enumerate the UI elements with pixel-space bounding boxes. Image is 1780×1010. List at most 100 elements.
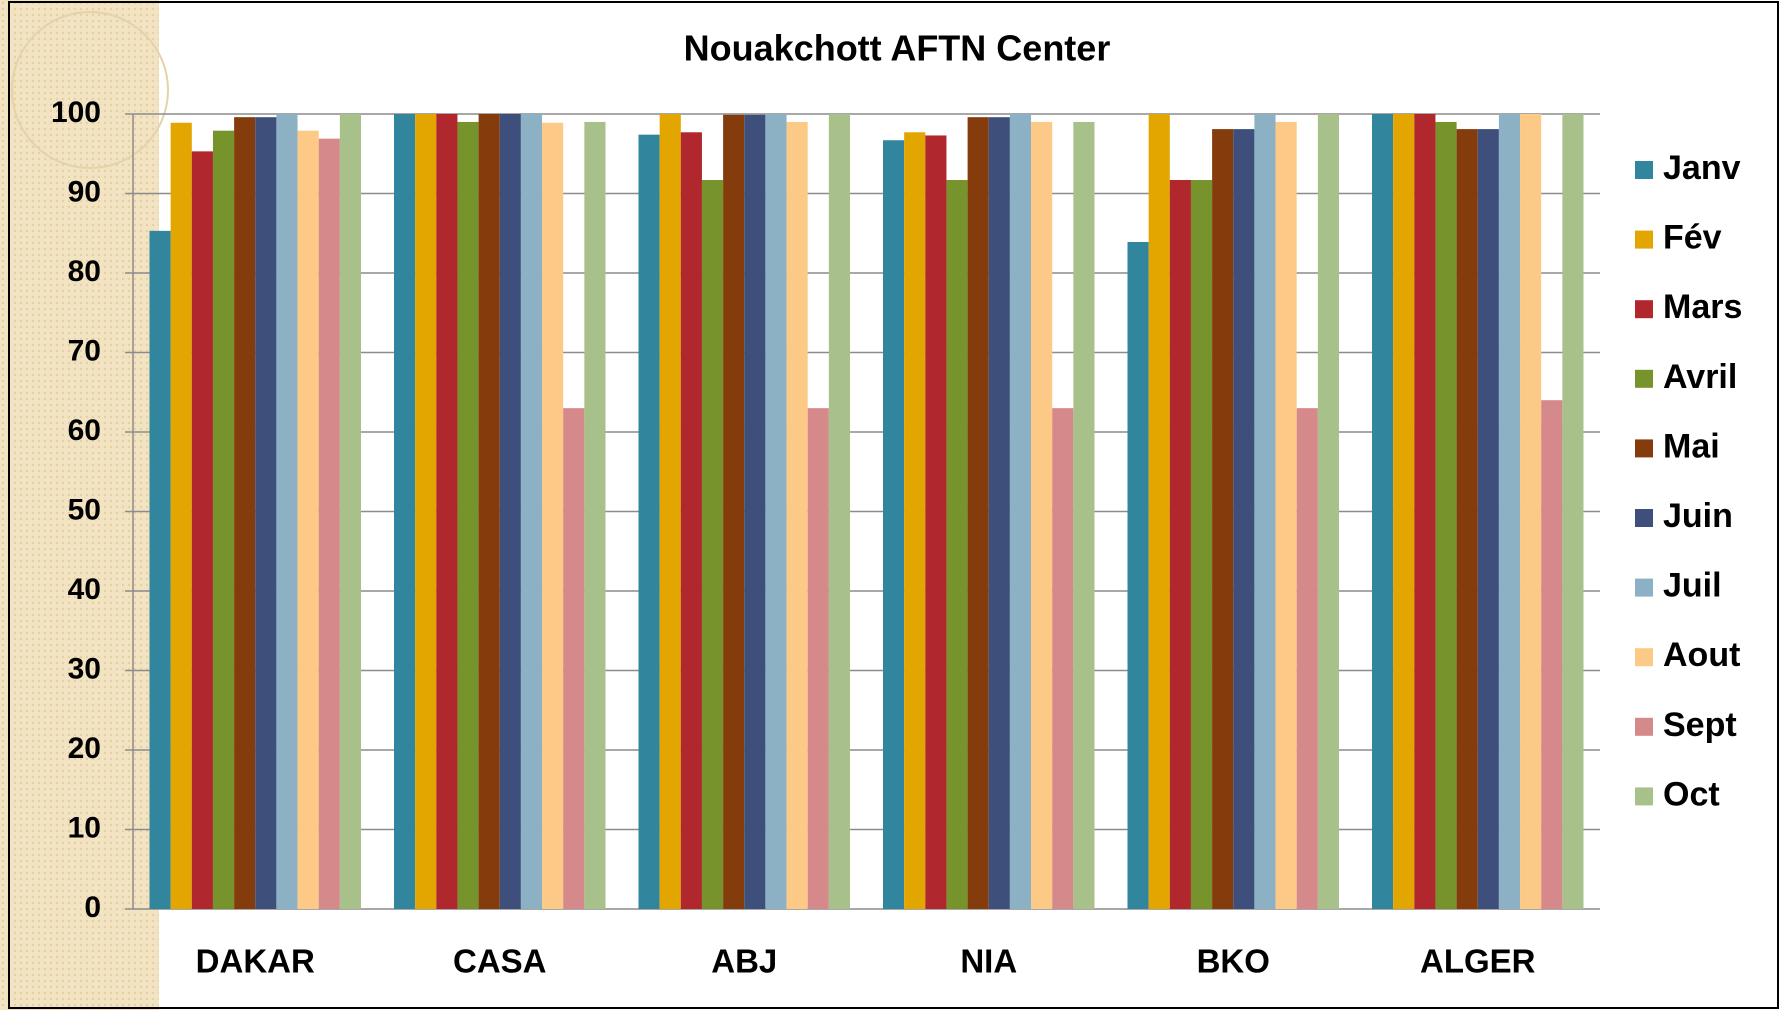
bar bbox=[1148, 114, 1170, 909]
bar bbox=[1372, 114, 1394, 909]
legend-label: Juin bbox=[1663, 497, 1733, 535]
bar bbox=[701, 179, 724, 910]
legend-swatch bbox=[1635, 161, 1653, 179]
bar bbox=[255, 117, 277, 910]
bar bbox=[542, 122, 564, 910]
bar bbox=[723, 114, 745, 910]
legend-swatch bbox=[1635, 648, 1653, 667]
legend-label: Mars bbox=[1663, 288, 1742, 326]
bar bbox=[1052, 408, 1074, 909]
bar bbox=[1254, 114, 1276, 909]
legend-swatch bbox=[1635, 787, 1653, 806]
bar bbox=[1393, 114, 1415, 909]
legend-swatch bbox=[1635, 717, 1653, 736]
bar bbox=[457, 121, 479, 909]
bar bbox=[638, 134, 660, 910]
legend-label: Mai bbox=[1663, 427, 1720, 465]
bar bbox=[1541, 400, 1563, 909]
bar bbox=[149, 230, 171, 910]
bar bbox=[744, 114, 766, 910]
y-tick-label: 60 bbox=[68, 414, 101, 447]
bar bbox=[1031, 121, 1053, 909]
legend-label: Avril bbox=[1663, 358, 1737, 396]
y-tick-label: 90 bbox=[68, 175, 101, 208]
y-tick-label: 0 bbox=[84, 891, 101, 924]
bar bbox=[415, 114, 437, 909]
bar bbox=[967, 117, 989, 910]
y-tick-label: 70 bbox=[68, 334, 101, 367]
bar bbox=[1477, 129, 1499, 910]
bar bbox=[1275, 121, 1297, 909]
bar bbox=[988, 117, 1010, 910]
legend-swatch bbox=[1635, 369, 1653, 388]
frame bbox=[8, 1, 1779, 1009]
bar bbox=[584, 121, 606, 909]
bar bbox=[1317, 114, 1339, 909]
x-tick-label: ABJ bbox=[711, 943, 777, 980]
legend-label: Fév bbox=[1663, 219, 1722, 257]
bar bbox=[883, 140, 905, 910]
legend-swatch bbox=[1635, 439, 1653, 458]
bar bbox=[659, 114, 681, 909]
bar bbox=[394, 114, 416, 909]
y-tick-label: 20 bbox=[68, 732, 101, 765]
bar bbox=[297, 130, 319, 909]
y-tick-label: 80 bbox=[68, 255, 101, 288]
bar bbox=[1169, 179, 1191, 910]
bar bbox=[339, 114, 361, 909]
bar bbox=[1435, 121, 1457, 909]
legend-label: Oct bbox=[1663, 775, 1720, 813]
bar bbox=[1414, 114, 1436, 909]
bar bbox=[1520, 114, 1542, 909]
bar bbox=[191, 151, 213, 910]
bar bbox=[1233, 129, 1255, 910]
bar bbox=[276, 114, 298, 909]
bar bbox=[828, 114, 850, 909]
legend-label: Janv bbox=[1663, 149, 1741, 187]
bar bbox=[765, 114, 787, 909]
bar bbox=[234, 117, 256, 910]
bar bbox=[1073, 121, 1095, 909]
legend-swatch bbox=[1635, 230, 1653, 249]
chart-title: Nouakchott AFTN Center bbox=[684, 28, 1111, 69]
legend-swatch bbox=[1635, 578, 1653, 597]
bar bbox=[925, 135, 947, 910]
bar bbox=[1296, 408, 1318, 909]
bar bbox=[170, 122, 192, 910]
bar bbox=[499, 114, 521, 909]
legend-label: Juil bbox=[1663, 567, 1722, 605]
bar bbox=[520, 114, 543, 909]
bar bbox=[1212, 129, 1234, 910]
bar bbox=[946, 179, 968, 910]
y-tick-label: 100 bbox=[51, 96, 101, 129]
legend-swatch bbox=[1635, 300, 1653, 319]
bar bbox=[318, 138, 340, 909]
y-tick-label: 10 bbox=[68, 811, 101, 844]
bar bbox=[563, 408, 585, 909]
y-tick-label: 30 bbox=[68, 652, 101, 685]
bar bbox=[904, 132, 926, 909]
bar bbox=[1009, 114, 1032, 909]
bar bbox=[212, 130, 235, 909]
bar bbox=[807, 408, 829, 909]
x-tick-label: DAKAR bbox=[196, 943, 315, 980]
bar bbox=[786, 121, 808, 909]
x-tick-label: BKO bbox=[1197, 943, 1270, 980]
bar bbox=[436, 114, 458, 909]
bar bbox=[1498, 114, 1521, 909]
bar bbox=[680, 132, 702, 909]
y-tick-label: 40 bbox=[68, 573, 101, 606]
bar bbox=[478, 114, 500, 909]
bar bbox=[1562, 114, 1584, 909]
legend-label: Sept bbox=[1663, 706, 1737, 744]
bar bbox=[1190, 179, 1213, 910]
y-tick-label: 50 bbox=[68, 493, 101, 526]
legend-label: Aout bbox=[1663, 636, 1740, 674]
bar bbox=[1456, 129, 1478, 910]
x-tick-label: NIA bbox=[960, 943, 1017, 980]
legend-swatch bbox=[1635, 509, 1653, 527]
decor-circle bbox=[11, 11, 169, 169]
bar bbox=[1127, 241, 1149, 909]
